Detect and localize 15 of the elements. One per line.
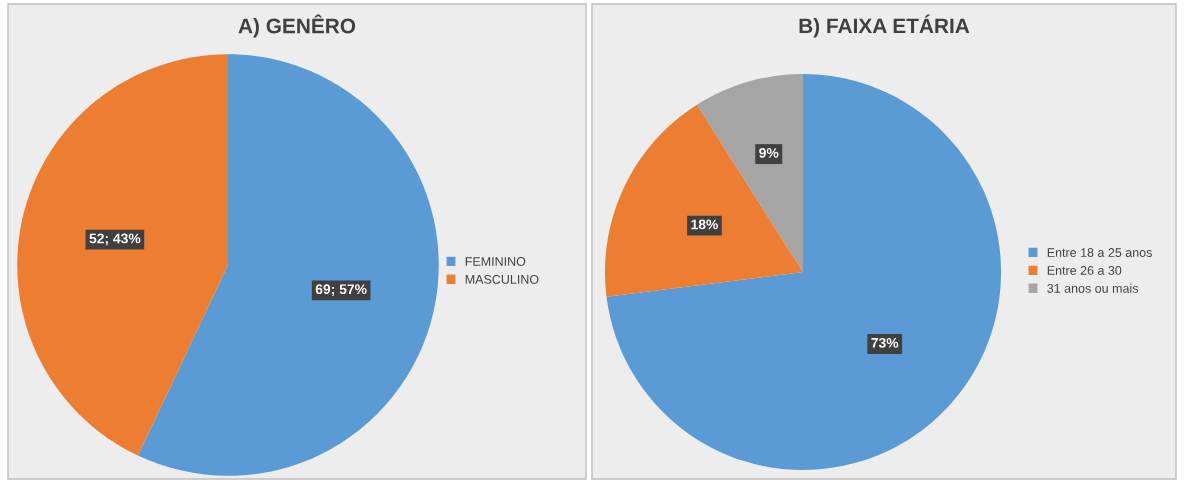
legend-label: Entre 26 a 30 — [1047, 266, 1122, 275]
data-label: 52; 43% — [89, 233, 141, 246]
chart-title: A) GENÊRO — [238, 14, 356, 38]
pie-slice — [606, 73, 1002, 471]
chart-title: B) FAIXA ETÁRIA — [799, 14, 970, 38]
legend-label: Entre 18 a 25 anos — [1047, 248, 1152, 257]
data-label: 73% — [871, 337, 899, 348]
pie-slice — [604, 104, 803, 297]
data-label: 18% — [691, 219, 718, 230]
legend-label: 31 anos ou mais — [1047, 283, 1139, 293]
data-label: 69; 57% — [315, 284, 367, 297]
legend-label: FEMININO — [465, 257, 526, 266]
data-label: 9% — [759, 147, 779, 158]
legend-label: MASCULINO — [465, 274, 539, 284]
pie-slice — [17, 54, 228, 456]
